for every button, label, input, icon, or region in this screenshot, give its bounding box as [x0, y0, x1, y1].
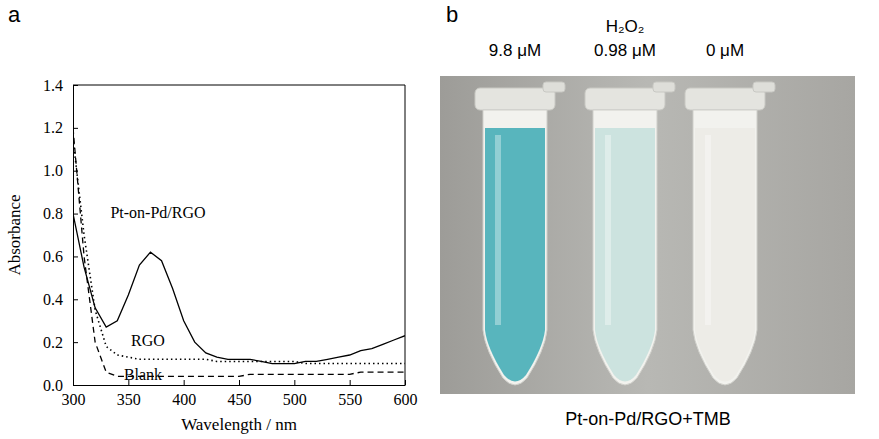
tube-cap-hinge	[543, 82, 565, 92]
tube-cap-hinge	[753, 82, 775, 92]
x-axis: 300 350 400 450 500 550 600	[62, 380, 418, 408]
y-tick-label: 1.4	[43, 77, 63, 94]
y-tick-label: 1.2	[43, 119, 63, 136]
y-tick: 0.4	[43, 291, 78, 308]
x-tick-mark	[239, 380, 240, 385]
panel-label: b	[446, 2, 458, 27]
x-tick-mark	[405, 380, 406, 385]
y-tick-label: 0.0	[43, 377, 63, 394]
tube-liquid	[595, 128, 655, 382]
series-label: Blank	[124, 366, 162, 383]
series-line	[73, 214, 405, 364]
x-tick-label: 350	[117, 391, 141, 408]
y-tick: 0.6	[43, 248, 78, 265]
y-tick: 1.2	[43, 119, 78, 136]
y-tick-mark	[73, 342, 78, 343]
y-tick-mark	[73, 256, 78, 257]
frame-top	[73, 85, 405, 86]
y-tick-label: 0.8	[43, 205, 63, 222]
x-tick-mark	[184, 380, 185, 385]
y-tick-mark	[73, 385, 78, 386]
x-tick-label: 300	[62, 391, 86, 408]
tube	[585, 82, 675, 385]
tubes	[475, 82, 775, 385]
series-label: Pt-on-Pd/RGO	[110, 204, 205, 221]
tube-highlight	[495, 135, 501, 325]
x-tick-label: 450	[228, 391, 252, 408]
tube-body	[483, 110, 547, 385]
y-tick-mark	[73, 299, 78, 300]
x-tick-label: 600	[394, 391, 418, 408]
y-axis-title: Absorbance	[5, 194, 24, 275]
y-axis: 0.0 0.2 0.4 0.6 0.8 1.0 1.2 1.4	[43, 77, 78, 394]
x-tick: 450	[228, 380, 252, 408]
y-tick-mark	[73, 85, 78, 86]
x-tick: 500	[283, 380, 307, 408]
y-tick: 0.2	[43, 334, 78, 351]
photo-background	[440, 76, 855, 394]
tube-cap	[685, 88, 765, 110]
plot-lines	[73, 128, 405, 377]
y-tick-label: 0.2	[43, 334, 63, 351]
photo-caption: Pt-on-Pd/RGO+TMB	[565, 409, 731, 429]
tube-body	[593, 110, 657, 385]
series-line	[73, 139, 405, 364]
x-tick-label: 550	[338, 391, 362, 408]
x-tick-mark	[294, 380, 295, 385]
y-tick-label: 0.6	[43, 248, 63, 265]
tube-label: 9.8 μM	[489, 41, 541, 60]
x-tick-mark	[350, 380, 351, 385]
y-tick: 0.8	[43, 205, 78, 222]
tube-label: 0.98 μM	[594, 41, 656, 60]
tube-cap	[475, 88, 555, 110]
figure: a 300 350 400 450 500 550 600 0.0 0.2 0.4 0.6 0.8 1.0…	[0, 0, 879, 439]
tube-liquid	[485, 128, 545, 382]
tube-cap-hinge	[653, 82, 675, 92]
x-axis-title: Wavelength / nm	[181, 415, 297, 434]
x-tick: 550	[338, 380, 362, 408]
x-tick-label: 500	[283, 391, 307, 408]
tube-cap	[585, 88, 665, 110]
series-line	[73, 128, 405, 377]
y-tick: 1.0	[43, 162, 78, 179]
x-tick-label: 400	[172, 391, 196, 408]
tube-body	[693, 110, 757, 385]
x-tick: 600	[394, 380, 418, 408]
x-tick: 400	[172, 380, 196, 408]
x-axis-line	[74, 385, 406, 386]
x-tick: 350	[117, 380, 141, 408]
tube-label: 0 μM	[706, 41, 744, 60]
y-tick-label: 0.4	[43, 291, 63, 308]
y-tick: 1.4	[43, 77, 78, 94]
tube-highlight	[705, 135, 711, 325]
y-tick-label: 1.0	[43, 162, 63, 179]
tube-highlight	[605, 135, 611, 325]
tube	[475, 82, 565, 385]
tube-liquid	[695, 128, 755, 382]
y-tick: 0.0	[43, 377, 78, 394]
series-label: RGO	[131, 332, 165, 349]
y-tick-mark	[73, 128, 78, 129]
frame-right	[405, 85, 406, 385]
tube	[685, 82, 775, 385]
photo-header: H₂O₂	[606, 17, 645, 36]
panel-label: a	[8, 2, 21, 27]
